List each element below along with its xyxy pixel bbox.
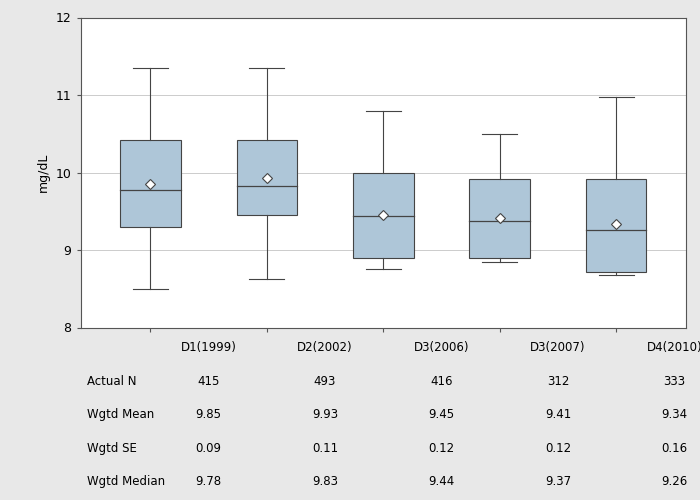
- Text: Wgtd SE: Wgtd SE: [87, 442, 136, 454]
- Text: 9.26: 9.26: [662, 475, 687, 488]
- Text: 416: 416: [430, 374, 453, 388]
- Bar: [353, 172, 414, 258]
- Text: 415: 415: [197, 374, 220, 388]
- Bar: [470, 178, 530, 258]
- Text: D2(2002): D2(2002): [298, 341, 353, 354]
- Text: D1(1999): D1(1999): [181, 341, 237, 354]
- Text: D3(2006): D3(2006): [414, 341, 469, 354]
- Text: 9.85: 9.85: [195, 408, 222, 421]
- Text: 9.44: 9.44: [428, 475, 454, 488]
- Text: 0.16: 0.16: [662, 442, 687, 454]
- Bar: [120, 140, 181, 227]
- Text: 493: 493: [314, 374, 336, 388]
- Text: 333: 333: [664, 374, 685, 388]
- Text: 9.78: 9.78: [195, 475, 222, 488]
- Text: 9.93: 9.93: [312, 408, 338, 421]
- Text: D3(2007): D3(2007): [530, 341, 586, 354]
- Text: Wgtd Mean: Wgtd Mean: [87, 408, 154, 421]
- Text: Actual N: Actual N: [87, 374, 136, 388]
- Text: 9.83: 9.83: [312, 475, 338, 488]
- Text: Wgtd Median: Wgtd Median: [87, 475, 164, 488]
- Text: 312: 312: [547, 374, 569, 388]
- Text: 9.34: 9.34: [662, 408, 687, 421]
- Y-axis label: mg/dL: mg/dL: [37, 153, 50, 192]
- Text: 0.12: 0.12: [428, 442, 454, 454]
- Bar: [586, 178, 646, 272]
- Text: 0.12: 0.12: [545, 442, 571, 454]
- Text: 9.37: 9.37: [545, 475, 571, 488]
- Text: 9.45: 9.45: [428, 408, 454, 421]
- Text: 0.09: 0.09: [195, 442, 222, 454]
- Text: 9.41: 9.41: [545, 408, 571, 421]
- Text: D4(2010): D4(2010): [647, 341, 700, 354]
- Bar: [237, 140, 297, 215]
- Text: 0.11: 0.11: [312, 442, 338, 454]
